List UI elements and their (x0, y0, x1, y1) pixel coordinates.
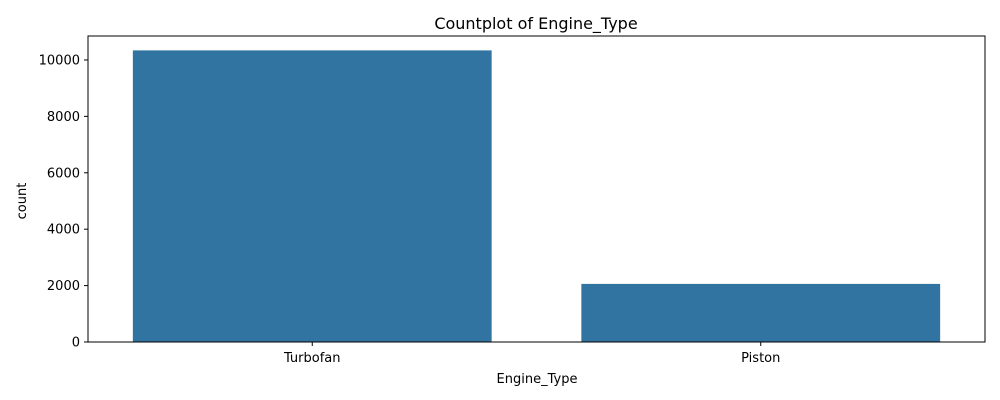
x-axis-label: Engine_Type (497, 372, 578, 387)
chart-title: Countplot of Engine_Type (434, 14, 637, 34)
x-tick-label: Piston (741, 351, 780, 366)
plot-frame (87, 35, 986, 343)
bar-turbofan (132, 50, 492, 342)
x-tick-label: Turbofan (283, 351, 341, 366)
y-tick-label: 10000 (39, 53, 80, 68)
y-tick-label: 2000 (47, 279, 80, 294)
plot-area: Turbofan Piston 0 2000 4000 6000 8000 10000 (39, 35, 986, 366)
y-tick-label: 8000 (47, 110, 80, 125)
y-axis-label: count (15, 183, 30, 220)
y-tick-label: 0 (72, 336, 80, 351)
y-tick-label: 4000 (47, 223, 80, 238)
bar-piston (581, 283, 941, 342)
y-tick-label: 6000 (47, 166, 80, 181)
